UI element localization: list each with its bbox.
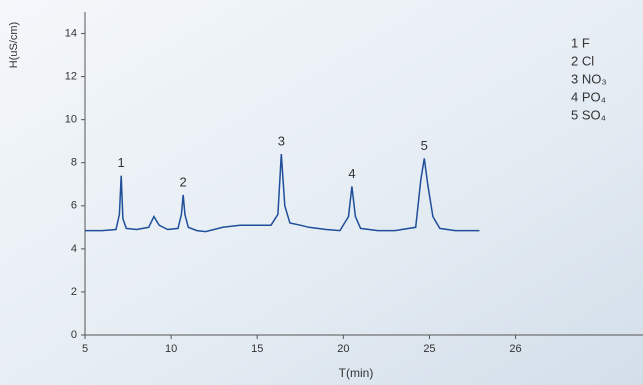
peak-label: 2 — [180, 174, 187, 189]
peak-label: 4 — [348, 166, 355, 181]
x-tick-label: 10 — [165, 343, 177, 355]
x-tick-label: 26 — [509, 343, 521, 355]
legend-entry: 3 NO₃ — [571, 71, 607, 86]
legend-entry: 4 PO₄ — [571, 89, 606, 104]
y-tick-label: 2 — [71, 286, 77, 298]
y-tick-label: 10 — [65, 114, 77, 126]
peak-label: 3 — [278, 134, 285, 149]
line — [85, 154, 480, 233]
x-tick-label: 25 — [423, 343, 435, 355]
peak-label: 5 — [421, 138, 428, 153]
y-tick-label: 14 — [65, 27, 77, 39]
legend-entry: 5 SO₄ — [571, 107, 606, 122]
y-tick-label: 0 — [71, 329, 77, 341]
peak-label: 1 — [118, 155, 125, 170]
x-tick-label: 5 — [82, 343, 88, 355]
x-axis-title: T(min) — [339, 366, 374, 380]
y-tick-label: 12 — [65, 71, 77, 83]
y-tick-label: 6 — [71, 200, 77, 212]
y-axis-title: H(uS/cm) — [8, 22, 20, 68]
x-tick-label: 15 — [251, 343, 263, 355]
y-tick-label: 4 — [71, 243, 77, 255]
legend-entry: 1 F — [571, 35, 590, 50]
x-tick-label: 20 — [337, 343, 349, 355]
y-tick-label: 8 — [71, 157, 77, 169]
legend-entry: 2 Cl — [571, 53, 594, 68]
